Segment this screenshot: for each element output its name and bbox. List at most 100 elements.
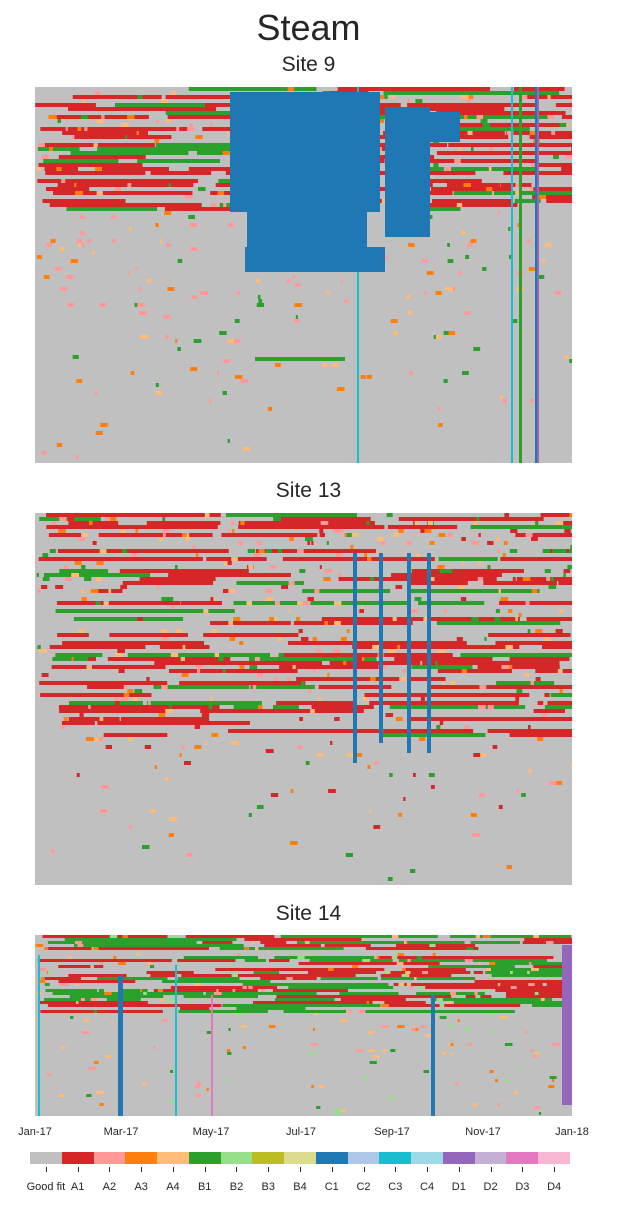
heatmap-cell bbox=[38, 649, 44, 653]
heatmap-cell bbox=[97, 977, 168, 980]
heatmap-cell bbox=[231, 557, 238, 561]
heatmap-cell bbox=[59, 247, 65, 251]
heatmap-cell bbox=[169, 705, 172, 709]
heatmap-cell bbox=[44, 947, 49, 950]
heatmap-cell bbox=[415, 99, 423, 103]
heatmap-cell bbox=[427, 553, 431, 753]
heatmap-cell bbox=[154, 139, 160, 143]
heatmap-cell bbox=[204, 741, 208, 745]
heatmap-cell bbox=[344, 299, 349, 303]
heatmap-cell bbox=[140, 989, 143, 992]
heatmap-cell bbox=[44, 983, 50, 986]
heatmap-cell bbox=[399, 677, 407, 681]
legend-label: B3 bbox=[261, 1181, 275, 1193]
heatmap-cell bbox=[407, 959, 411, 962]
heatmap-cell bbox=[180, 657, 185, 661]
heatmap-cell bbox=[194, 745, 202, 749]
heatmap-cell bbox=[505, 1079, 510, 1082]
heatmap-cell bbox=[115, 701, 120, 705]
heatmap-cell bbox=[420, 1025, 427, 1028]
heatmap-cell bbox=[167, 998, 176, 1001]
heatmap-cell bbox=[35, 103, 96, 107]
heatmap-cell bbox=[93, 947, 99, 950]
heatmap-cell bbox=[540, 998, 545, 1001]
heatmap-cell bbox=[260, 989, 265, 992]
heatmap-cell bbox=[43, 159, 119, 163]
heatmap-cell bbox=[557, 669, 563, 673]
heatmap-cell bbox=[494, 1079, 498, 1082]
heatmap-cell bbox=[521, 793, 526, 797]
heatmap-cell bbox=[506, 865, 513, 869]
heatmap-cell bbox=[392, 331, 398, 335]
heatmap-cell bbox=[340, 1109, 346, 1112]
heatmap-cell bbox=[60, 1046, 66, 1049]
heatmap-cell bbox=[470, 965, 476, 968]
heatmap-cell bbox=[75, 455, 79, 459]
heatmap-cell bbox=[490, 1031, 494, 1034]
heatmap-cell bbox=[104, 1055, 112, 1058]
heatmap-cell bbox=[182, 645, 186, 649]
heatmap-cell bbox=[77, 127, 82, 131]
heatmap-cell bbox=[418, 986, 426, 989]
heatmap-cell bbox=[298, 629, 303, 633]
heatmap-cell bbox=[393, 983, 543, 986]
heatmap-cell bbox=[249, 665, 258, 669]
heatmap-cell bbox=[236, 581, 304, 585]
heatmap-cell bbox=[70, 259, 79, 263]
legend-tick bbox=[46, 1167, 47, 1172]
heatmap-cell bbox=[208, 1031, 213, 1034]
heatmap-cell bbox=[421, 986, 572, 989]
heatmap-cell bbox=[99, 809, 108, 813]
heatmap-cell bbox=[307, 971, 376, 974]
heatmap-cell bbox=[367, 1031, 375, 1034]
heatmap-cell bbox=[356, 657, 362, 661]
x-tick-label: Jul-17 bbox=[286, 1126, 316, 1138]
heatmap-cell bbox=[249, 657, 377, 661]
heatmap-cell bbox=[295, 617, 301, 621]
heatmap-cell bbox=[473, 753, 481, 757]
heatmap-cell bbox=[367, 557, 372, 561]
heatmap-cell bbox=[446, 183, 501, 187]
heatmap-cell bbox=[232, 989, 236, 992]
heatmap-cell bbox=[77, 944, 84, 947]
heatmap-cell bbox=[172, 645, 178, 649]
heatmap-cell bbox=[566, 155, 572, 159]
heatmap-cell bbox=[408, 243, 415, 247]
heatmap-cell bbox=[160, 629, 168, 633]
heatmap-cell bbox=[122, 549, 128, 553]
heatmap-cell bbox=[155, 223, 159, 227]
heatmap-cell bbox=[37, 959, 172, 962]
heatmap-cell bbox=[58, 965, 104, 968]
heatmap-cell bbox=[337, 87, 491, 91]
heatmap-cell bbox=[162, 1019, 168, 1022]
heatmap-cell bbox=[286, 977, 293, 980]
heatmap-cell bbox=[120, 685, 123, 689]
heatmap-cell bbox=[214, 653, 220, 657]
heatmap-cell bbox=[222, 669, 226, 673]
heatmap-cell bbox=[550, 693, 572, 697]
heatmap-cell bbox=[254, 657, 260, 661]
heatmap-cell bbox=[531, 968, 539, 971]
heatmap-cell bbox=[444, 609, 447, 613]
heatmap-cell bbox=[470, 941, 520, 944]
legend-swatch bbox=[220, 1152, 253, 1164]
heatmap-cell bbox=[67, 303, 75, 307]
heatmap-cell bbox=[44, 977, 81, 980]
heatmap-cell bbox=[424, 529, 432, 533]
heatmap-cell bbox=[417, 131, 505, 135]
heatmap-cell bbox=[120, 529, 126, 533]
heatmap-cell bbox=[225, 561, 232, 565]
heatmap-cell bbox=[545, 243, 552, 247]
heatmap-cell bbox=[101, 167, 170, 171]
legend-label: D3 bbox=[515, 1181, 530, 1193]
heatmap-cell bbox=[65, 127, 68, 131]
heatmap-cell bbox=[95, 431, 103, 435]
heatmap-cell bbox=[58, 980, 136, 983]
heatmap-cell bbox=[438, 423, 443, 427]
heatmap-cell bbox=[222, 151, 230, 155]
heatmap-cell bbox=[463, 115, 468, 119]
heatmap-cell bbox=[211, 995, 213, 1116]
heatmap-cell bbox=[62, 641, 205, 645]
heatmap-cell bbox=[181, 673, 189, 677]
heatmap-cell bbox=[74, 561, 82, 565]
